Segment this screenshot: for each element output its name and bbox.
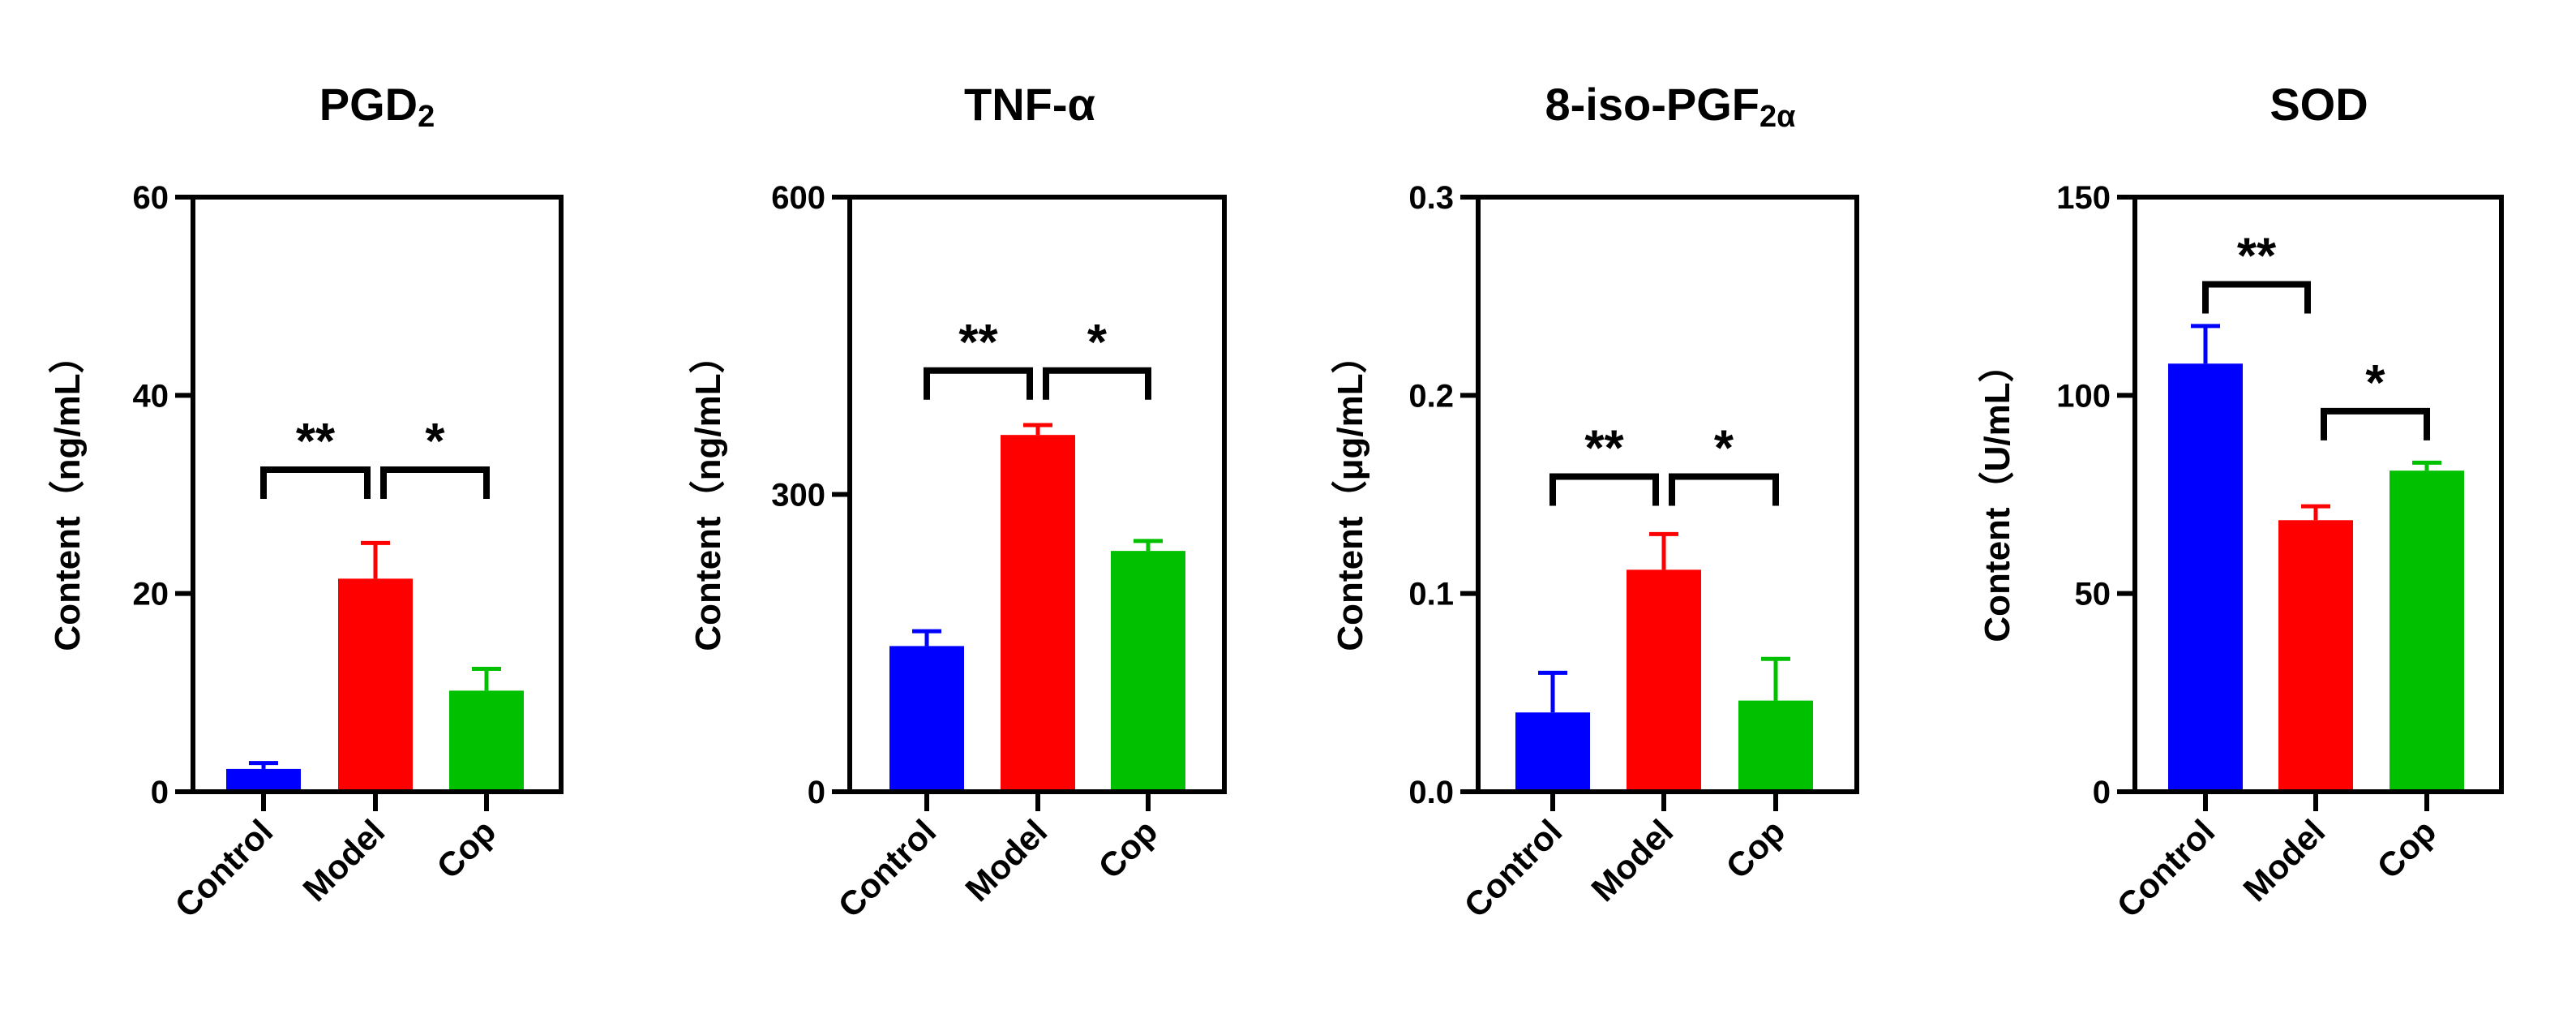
y-tick-label: 20 (133, 577, 169, 612)
chart-title: SOD (2270, 79, 2368, 130)
chart-title-subscript: 2 (418, 100, 435, 134)
significance-label: * (1714, 421, 1734, 477)
x-tick-label: Cop (1091, 812, 1164, 886)
bar-control (1515, 712, 1590, 792)
significance-bracket (1549, 473, 1659, 506)
significance-bracket (2202, 281, 2311, 314)
y-axis-label: Content（U/mL） (1978, 346, 2017, 642)
y-tick-label: 300 (771, 478, 825, 513)
significance-label: ** (1584, 421, 1624, 477)
bar-control (2168, 363, 2243, 792)
bar-cop (449, 690, 524, 792)
chart-title-main: SOD (2270, 79, 2368, 130)
y-tick-label: 600 (771, 180, 825, 216)
bar-model (338, 578, 413, 792)
y-tick-label: 150 (2056, 180, 2111, 216)
y-tick-label: 0 (2093, 775, 2111, 810)
y-tick-label: 50 (2075, 577, 2111, 612)
bar-model (1001, 435, 1075, 792)
chart-title-main: TNF-α (964, 79, 1095, 130)
significance-label: ** (958, 315, 998, 371)
x-tick-label: Control (2110, 812, 2222, 925)
chart-title: 8-iso-PGF2α (1545, 79, 1796, 134)
chart-title-subscript: 2α (1759, 100, 1796, 134)
y-axis-label: Content（ng/mL） (688, 337, 728, 651)
panel-3: 8-iso-PGF2α 0.0 0.1 0.2 0.3 Content（μg/mL） Con… (1331, 79, 1859, 925)
significance-bracket (380, 466, 490, 499)
x-tick-label: Cop (2369, 812, 2443, 886)
y-tick-label: 0 (808, 775, 825, 810)
panel-2: TNF-α 0 300 600 Content（ng/mL） Control Model Co… (688, 79, 1227, 925)
x-tick-label: Cop (429, 812, 503, 886)
y-tick-label: 0.2 (1408, 378, 1454, 414)
bar-control (889, 646, 964, 792)
y-tick-label: 60 (133, 180, 169, 216)
y-tick-label: 0.3 (1408, 180, 1454, 216)
significance-bracket (260, 466, 371, 499)
bar-model (1627, 569, 1701, 792)
chart-title-main: 8-iso-PGF (1545, 79, 1759, 130)
y-axis-label: Content（ng/mL） (48, 337, 88, 651)
x-tick-label: Control (1457, 812, 1570, 925)
significance-bracket (1669, 473, 1779, 506)
y-tick-label: 0 (151, 775, 169, 810)
significance-bracket (1043, 367, 1151, 400)
bar-cop (1738, 700, 1813, 792)
y-tick-label: 0.1 (1408, 577, 1454, 612)
y-tick-label: 40 (133, 378, 169, 414)
significance-bracket (924, 367, 1033, 400)
significance-label: ** (296, 414, 336, 470)
panel-4: SOD 0 50 100 150 Content（U/mL） Control Model Cop… (1978, 79, 2504, 925)
x-tick-label: Control (168, 812, 281, 925)
chart-title-main: PGD (319, 79, 418, 130)
bar-control (226, 768, 301, 792)
x-tick-label: Model (295, 812, 392, 909)
y-axis-label: Content（μg/mL） (1331, 337, 1370, 651)
x-tick-label: Cop (1718, 812, 1792, 886)
significance-label: * (1087, 315, 1108, 371)
bar-cop (2390, 470, 2464, 792)
x-tick-label: Model (2235, 812, 2332, 909)
chart-title: TNF-α (964, 79, 1095, 130)
y-tick-label: 100 (2056, 378, 2111, 414)
x-tick-label: Control (831, 812, 944, 925)
x-tick-label: Model (958, 812, 1054, 909)
bar-model (2278, 520, 2353, 792)
chart-title: PGD2 (319, 79, 435, 134)
y-tick-label: 0.0 (1408, 775, 1454, 810)
x-tick-label: Model (1584, 812, 1680, 909)
bar-cop (1111, 551, 1185, 792)
significance-label: * (425, 414, 445, 470)
significance-label: ** (2237, 229, 2277, 285)
significance-bracket (2321, 407, 2430, 440)
significance-label: * (2365, 355, 2385, 411)
